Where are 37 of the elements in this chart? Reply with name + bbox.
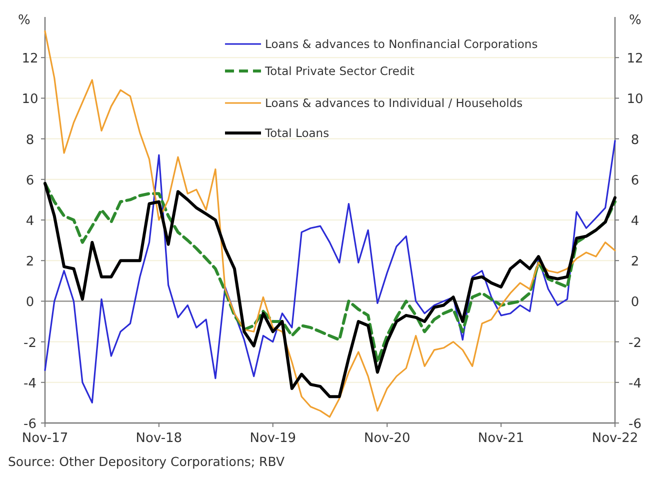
y2-axis-title: % xyxy=(629,13,642,28)
y2-tick-label: 12 xyxy=(626,52,644,67)
y2-tick-label: -2 xyxy=(628,336,642,351)
y2-tick-label: -4 xyxy=(628,376,642,392)
x-tick-label: Nov-21 xyxy=(478,431,524,446)
x-tick-label: Nov-22 xyxy=(592,431,638,446)
y-tick-label: 0 xyxy=(26,295,34,310)
y2-tick-label: -6 xyxy=(628,417,642,432)
y-tick-label: 8 xyxy=(26,132,34,148)
line-series xyxy=(44,140,616,404)
y-tick-label: -2 xyxy=(24,336,36,351)
y-tick-label: -6 xyxy=(24,417,36,432)
y-tick-label: 2 xyxy=(26,254,34,270)
y-tick-label: 6 xyxy=(26,173,34,188)
line-series xyxy=(44,182,616,364)
y2-tick-label: 2 xyxy=(630,254,640,270)
y2-tick-label: 10 xyxy=(626,92,644,108)
legend-label: Total Loans xyxy=(264,126,330,140)
y-tick-label: -4 xyxy=(24,376,36,392)
x-tick-label: Nov-19 xyxy=(250,431,296,446)
y2-tick-label: 4 xyxy=(630,214,640,229)
y-tick-label: 12 xyxy=(22,52,38,67)
y-tick-label: 4 xyxy=(26,214,34,229)
line-series xyxy=(44,182,616,398)
y2-tick-label: 0 xyxy=(630,295,640,310)
source-note: Source: Other Depository Corporations; RBV xyxy=(8,454,285,469)
legend-label: Loans & advances to Nonfinancial Corporations xyxy=(265,37,538,51)
x-tick-label: Nov-17 xyxy=(22,431,68,446)
y2-tick-label: 6 xyxy=(630,173,640,188)
line-series xyxy=(44,30,616,418)
x-tick-label: Nov-18 xyxy=(136,431,182,446)
y2-tick-label: 8 xyxy=(630,132,640,148)
y-axis-title: % xyxy=(18,13,30,28)
y-tick-label: 10 xyxy=(22,92,38,108)
legend-label: Total Private Sector Credit xyxy=(264,64,415,78)
x-tick-label: Nov-20 xyxy=(364,431,410,446)
legend-label: Loans & advances to Individual / Households xyxy=(265,96,523,110)
